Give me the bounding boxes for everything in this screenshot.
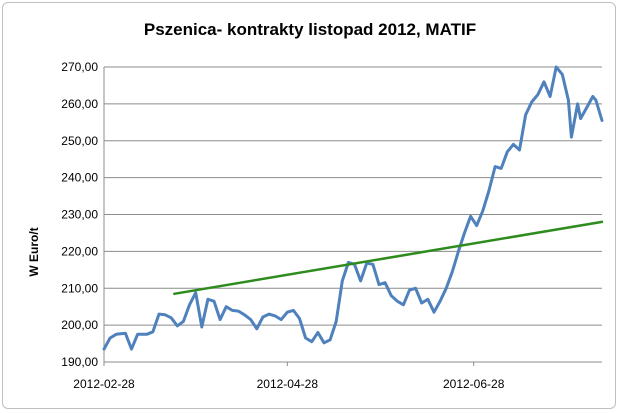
y-tick-label: 230,00 (61, 208, 98, 222)
price-series-line (102, 65, 604, 351)
y-tick-label: 200,00 (61, 318, 98, 332)
chart-title: Pszenica- kontrakty listopad 2012, MATIF (143, 20, 477, 39)
x-axis-ticks: 2012-02-28 2012-04-28 2012-06-28 (73, 362, 505, 391)
x-tick-label: 2012-06-28 (443, 377, 505, 391)
y-tick-label: 220,00 (61, 244, 98, 258)
y-tick-label: 210,00 (61, 281, 98, 295)
trend-line (173, 220, 604, 296)
y-tick-label: 250,00 (61, 134, 98, 148)
gridlines (103, 66, 602, 363)
x-tick-label: 2012-02-28 (73, 377, 135, 391)
y-tick-label: 240,00 (61, 171, 98, 185)
y-axis-ticks: 190,00 200,00 210,00 220,00 230,00 240,00 250,… (61, 60, 98, 369)
y-tick-label: 270,00 (61, 60, 98, 74)
y-tick-label: 260,00 (61, 97, 98, 111)
y-tick-label: 190,00 (61, 355, 98, 369)
series-group (102, 65, 604, 351)
x-tick-label: 2012-04-28 (257, 377, 319, 391)
